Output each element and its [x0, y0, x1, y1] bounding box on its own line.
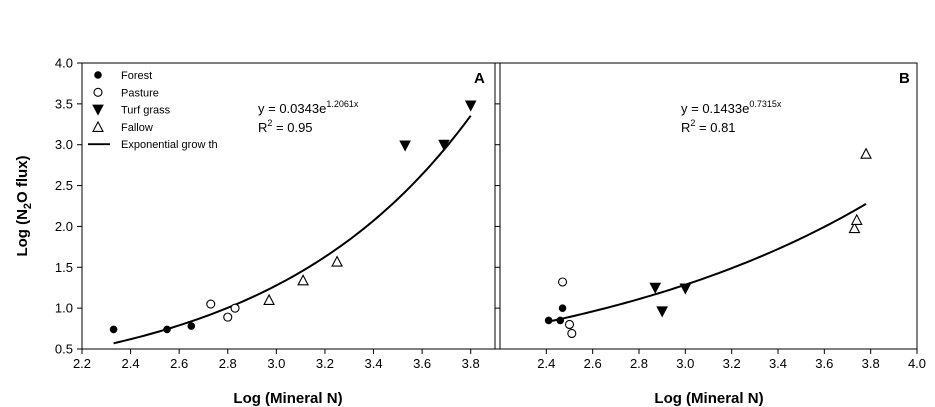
panel-a-x-tick-label: 2.2: [73, 356, 91, 371]
panel-a-r2-lead: R: [258, 120, 267, 135]
legend-marker-turf-grass: [92, 104, 104, 116]
panel-b-point-turf-grass: [679, 283, 692, 295]
panel-a-x-tick-label: 3.6: [413, 356, 431, 371]
y-axis-title-tail: O flux): [14, 155, 31, 203]
panel-b-x-tick-label: 3.8: [862, 356, 880, 371]
panel-b-x-tick-label: 2.8: [630, 356, 648, 371]
panel-b-exponential-fit-line: [546, 203, 867, 324]
panel-b-x-tick-label: 3.0: [676, 356, 694, 371]
panel-a-equation: y = 0.0343e1.2061x: [258, 99, 359, 116]
panel-b-point-fallow: [860, 147, 872, 159]
panel-b-point-pasture: [557, 277, 568, 287]
panel-a-y-tick-label: 2.0: [55, 219, 73, 234]
legend-label: Pasture: [121, 87, 159, 99]
panel-b-point-fallow: [850, 213, 863, 225]
panel-a-y-tick-label: 3.5: [55, 96, 73, 111]
panel-b-frame: [499, 62, 918, 350]
panel-a-point-pasture: [230, 303, 240, 313]
panel-b-points: [544, 147, 872, 339]
panel-a-point-turf-grass: [464, 100, 477, 112]
panel-a-point-pasture: [206, 299, 216, 309]
legend-label: Forest: [121, 70, 152, 82]
panel-a-x-tick-label: 3.0: [267, 356, 285, 371]
panel-b-point-turf-grass: [656, 306, 668, 318]
panel-b-x-tick-label: 3.4: [769, 356, 787, 371]
legend-label: Exponential grow th: [121, 139, 218, 151]
panel-b-r2: R2 = 0.81: [681, 118, 736, 135]
panel-a-y-tick-label: 1.0: [55, 301, 73, 316]
panel-a-fit: [113, 115, 472, 345]
panel-b-point-pasture: [564, 319, 575, 330]
panel-a-point-turf-grass: [438, 139, 450, 151]
y-axis-title-main: Log (N: [14, 209, 31, 256]
panel-a-y-tick-label: 1.5: [55, 260, 73, 275]
panel-a-y-tick-label: 4.0: [55, 56, 73, 71]
panel-b-r2-lead: R: [681, 120, 690, 135]
panel-a-point-fallow: [331, 255, 343, 267]
panel-a-x-tick-label: 3.4: [364, 356, 382, 371]
panel-b-ticks: 2.4 2.6 2.8 3.0 3.2 3.4 3.6 3.8 4.0: [495, 62, 926, 371]
panel-a-y-tick-label: 3.0: [55, 137, 73, 152]
panel-b-x-tick-label: 2.6: [584, 356, 602, 371]
panel-a-x-tick-label: 3.2: [316, 356, 334, 371]
panel-b-point-fallow: [848, 221, 861, 234]
panel-b-x-tick-label: 4.0: [908, 356, 926, 371]
panel-a-points: [109, 100, 477, 334]
panel-a-x-tick-label: 2.4: [122, 356, 140, 371]
panel-a-x-tick-label: 3.8: [462, 356, 480, 371]
panel-b-x-tick-label: 3.2: [723, 356, 741, 371]
panel-b-point-forest: [544, 316, 553, 325]
panel-b-equation-exponent: 0.7315x: [749, 99, 782, 109]
panel-b-point-turf-grass: [649, 282, 662, 294]
panel-a-y-tick-label: 0.5: [55, 342, 73, 357]
panel-a-frame: [81, 62, 496, 350]
panel-b-equation-lead: y = 0.1433e: [681, 101, 749, 116]
panel-a-y-tick-label: 2.5: [55, 178, 73, 193]
panel-a-label: A: [474, 70, 485, 87]
panel-a-exponential-fit-line: [113, 115, 472, 345]
panel-a-point-pasture: [223, 312, 233, 322]
legend-label: Turf grass: [121, 105, 171, 117]
panel-b-x-tick-label: 2.4: [537, 356, 555, 371]
panel-a-r2-tail: = 0.95: [272, 120, 312, 135]
panel-a-point-forest: [187, 322, 196, 330]
panel-b-equation: y = 0.1433e0.7315x: [681, 99, 782, 116]
panel-a-x-tick-label: 2.8: [219, 356, 237, 371]
legend-marker-pasture: [93, 87, 103, 97]
y-axis-title-sub: 2: [22, 203, 34, 209]
panel-a-point-turf-grass: [399, 140, 411, 152]
panel-b-label: B: [899, 70, 910, 87]
panel-b-x-tick-label: 3.6: [815, 356, 833, 371]
panel-a-equation-exponent: 1.2061x: [326, 99, 359, 109]
panel-b-r2-tail: = 0.81: [695, 120, 735, 135]
panel-a-x-axis-title: Log (Mineral N): [233, 390, 342, 407]
panel-a-point-fallow: [297, 274, 309, 286]
legend: Forest Pasture Turf grass Fallow Exponential…: [88, 70, 218, 151]
panel-b-fit: [546, 203, 867, 324]
y-axis-title: Log (N2O flux): [14, 155, 34, 256]
panel-a-ticks: 2.2 2.4 2.6 2.8 3.0 3.2 3.4 3.6 3.8 0.5 1.0 1.5 2.0 2…: [55, 56, 480, 372]
legend-label: Fallow: [121, 122, 153, 134]
panel-b-x-axis-title: Log (Mineral N): [654, 390, 763, 407]
panel-a-r2: R2 = 0.95: [258, 118, 313, 135]
panel-b-point-forest: [556, 316, 565, 325]
panel-b-point-forest: [558, 304, 567, 312]
panel-a-equation-lead: y = 0.0343e: [258, 101, 326, 116]
panel-a-r2-sup: 2: [267, 118, 272, 128]
legend-marker-fallow: [92, 120, 104, 132]
panel-b-r2-sup: 2: [690, 118, 695, 128]
panel-a-point-fallow: [263, 293, 275, 306]
panel-a-point-forest: [163, 325, 171, 334]
panel-a-point-forest: [109, 325, 118, 334]
panel-b-point-pasture: [567, 328, 577, 339]
legend-marker-forest: [94, 71, 102, 79]
panel-a-x-tick-label: 2.6: [170, 356, 188, 371]
